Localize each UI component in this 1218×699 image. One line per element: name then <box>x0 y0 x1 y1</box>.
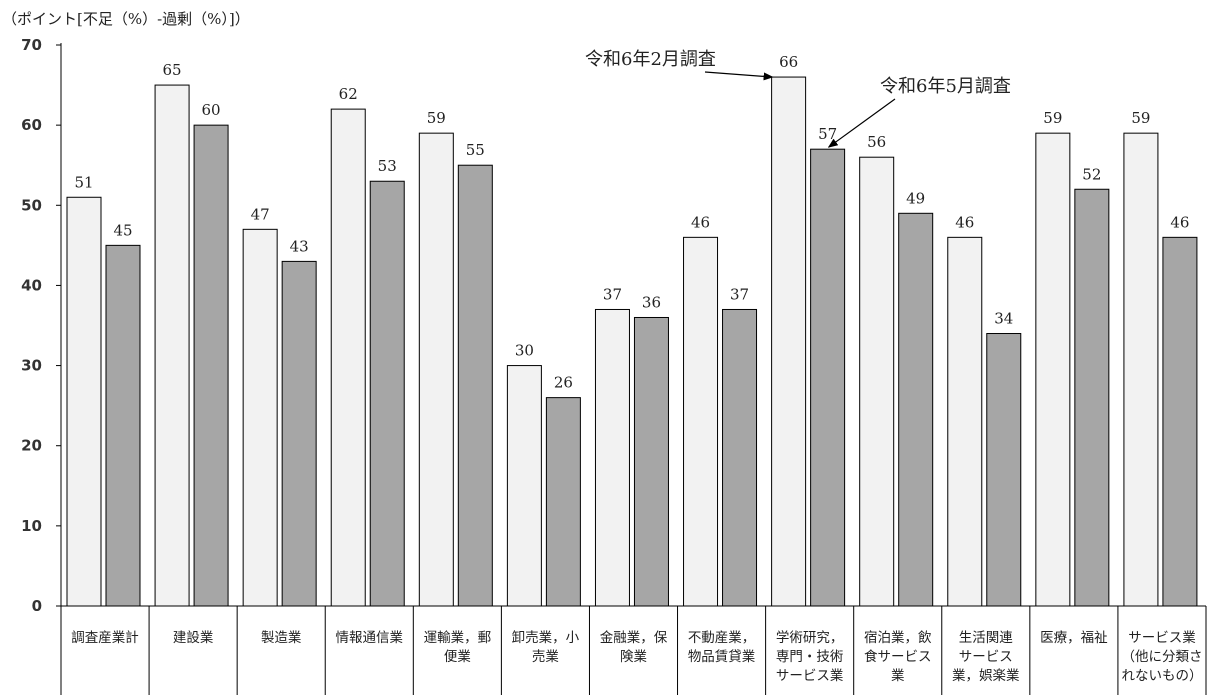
bar-s0-c7 <box>683 236 719 607</box>
value-label-s1-c5: 26 <box>554 374 573 392</box>
bar-s1-c4 <box>457 164 493 607</box>
bar-s1-c9 <box>898 212 934 607</box>
bar-s1-c11 <box>1074 188 1110 607</box>
value-label-s0-c5: 30 <box>515 342 534 360</box>
y-tick-label: 60 <box>21 116 42 134</box>
category-label-c4-l0: 運輸業，郵 <box>424 630 492 646</box>
bar-s1-c1 <box>193 124 229 607</box>
y-tick-label: 50 <box>21 196 42 214</box>
value-label-s1-c11: 52 <box>1082 165 1101 183</box>
bar-s0-c2 <box>242 228 278 607</box>
value-label-s0-c12: 59 <box>1131 109 1150 127</box>
bar-s0-c4 <box>418 132 454 607</box>
bar-s1-c6 <box>633 316 669 607</box>
y-tick-label: 30 <box>21 357 42 375</box>
y-tick-label: 0 <box>32 597 42 615</box>
value-label-s1-c2: 43 <box>290 237 309 255</box>
category-label-c2-l0: 製造業 <box>261 630 302 646</box>
value-label-s0-c8: 66 <box>779 53 798 71</box>
bar-s1-c10 <box>986 333 1022 607</box>
category-label-c8-l0: 学術研究， <box>776 630 844 646</box>
annotation-arrow-1 <box>827 98 896 148</box>
category-label-c11-l0: 医療，福祉 <box>1040 629 1108 646</box>
bar-s0-c5 <box>506 365 542 607</box>
value-label-s1-c9: 49 <box>906 189 925 207</box>
y-ticks: 0 10 20 30 40 50 60 70 <box>21 36 61 615</box>
bar-s0-c1 <box>154 84 190 607</box>
value-label-s0-c0: 51 <box>74 173 93 191</box>
category-label-c10-l0: 生活関連 <box>959 630 1013 646</box>
category-label-c10-l2: 業，娯楽業 <box>952 668 1020 684</box>
bar-s0-c11 <box>1035 132 1071 607</box>
value-label-s0-c6: 37 <box>603 285 622 303</box>
category-label-c9-l0: 宿泊業，飲 <box>864 629 932 646</box>
bar-s0-c3 <box>330 108 366 607</box>
value-label-s0-c4: 59 <box>427 109 446 127</box>
category-label-c8-l1: 専門・技術 <box>776 649 844 665</box>
category-labels: 調査産業計 建設業 製造業 情報通信業 運輸業，郵便業 卸売業，小売業 金融業，保険業 不動産… <box>71 629 1202 684</box>
y-axis-unit-label: （ポイント[不足（%）-過剰（%）]） <box>2 10 250 28</box>
value-label-s0-c7: 46 <box>691 213 710 231</box>
annotation-arrow-0 <box>704 71 774 81</box>
y-tick-label: 70 <box>21 36 42 54</box>
category-label-c8-l2: サービス業 <box>776 668 844 684</box>
category-label-c9-l2: 業 <box>891 668 905 684</box>
category-label-c12-l0: サービス業 <box>1128 630 1196 646</box>
category-label-c0-l0: 調査産業計 <box>71 630 139 646</box>
bar-s0-c9 <box>859 156 895 607</box>
value-label-s1-c7: 37 <box>730 285 749 303</box>
bar-s1-c2 <box>281 260 317 607</box>
category-label-c1-l0: 建設業 <box>173 630 214 646</box>
category-label-c3-l0: 情報通信業 <box>336 630 404 646</box>
y-tick-label: 20 <box>21 437 42 455</box>
bar-s1-c5 <box>545 397 581 607</box>
category-label-c12-l1: （他に分類さ <box>1121 649 1202 665</box>
value-label-s1-c8: 57 <box>818 125 837 143</box>
value-label-s1-c4: 55 <box>466 141 485 159</box>
category-label-c7-l0: 不動産業， <box>688 630 756 646</box>
value-label-s1-c12: 46 <box>1170 213 1189 231</box>
annotation-label-0: 令和6年2月調査 <box>585 49 716 70</box>
value-label-s0-c2: 47 <box>251 205 270 223</box>
value-label-s1-c3: 53 <box>378 157 397 175</box>
category-label-c5-l0: 卸売業，小 <box>512 630 580 646</box>
category-label-c5-l1: 売業 <box>532 649 560 665</box>
value-label-s0-c10: 46 <box>955 213 974 231</box>
bar-s1-c12 <box>1162 236 1198 607</box>
axes <box>60 43 1207 695</box>
value-label-s0-c11: 59 <box>1043 109 1062 127</box>
value-label-s1-c1: 60 <box>202 101 221 119</box>
category-label-c9-l1: 食サービス <box>864 648 932 665</box>
value-labels: 51 65 47 62 59 30 37 46 66 56 46 59 59 45 60 43 53 55 26 36… <box>74 53 1189 392</box>
value-label-s1-c6: 36 <box>642 293 661 311</box>
category-label-c6-l1: 険業 <box>620 649 648 665</box>
bar-s0-c6 <box>594 308 630 607</box>
category-label-c12-l2: れないもの） <box>1121 668 1202 684</box>
bar-s0-c10 <box>947 236 983 607</box>
bar-s1-c0 <box>105 244 141 607</box>
value-label-s1-c0: 45 <box>113 221 132 239</box>
value-label-s0-c9: 56 <box>867 133 886 151</box>
y-tick-label: 40 <box>21 276 42 294</box>
y-tick-label: 10 <box>21 517 42 535</box>
category-label-c6-l0: 金融業，保 <box>600 630 668 646</box>
value-label-s0-c1: 65 <box>163 61 182 79</box>
value-label-s0-c3: 62 <box>339 85 358 103</box>
bar-s1-c3 <box>369 180 405 607</box>
annotation-label-1: 令和6年5月調査 <box>880 76 1011 97</box>
bar-s1-c7 <box>722 308 758 607</box>
bar-s1-c8 <box>810 148 846 607</box>
category-label-c4-l1: 便業 <box>444 649 471 665</box>
bar-s0-c8 <box>771 76 807 607</box>
bars <box>66 76 1198 607</box>
category-label-c10-l1: サービス <box>959 649 1013 665</box>
bar-s0-c12 <box>1123 132 1159 607</box>
category-label-c7-l1: 物品賃貸業 <box>688 649 756 665</box>
value-label-s1-c10: 34 <box>994 310 1013 328</box>
bar-s0-c0 <box>66 196 102 607</box>
